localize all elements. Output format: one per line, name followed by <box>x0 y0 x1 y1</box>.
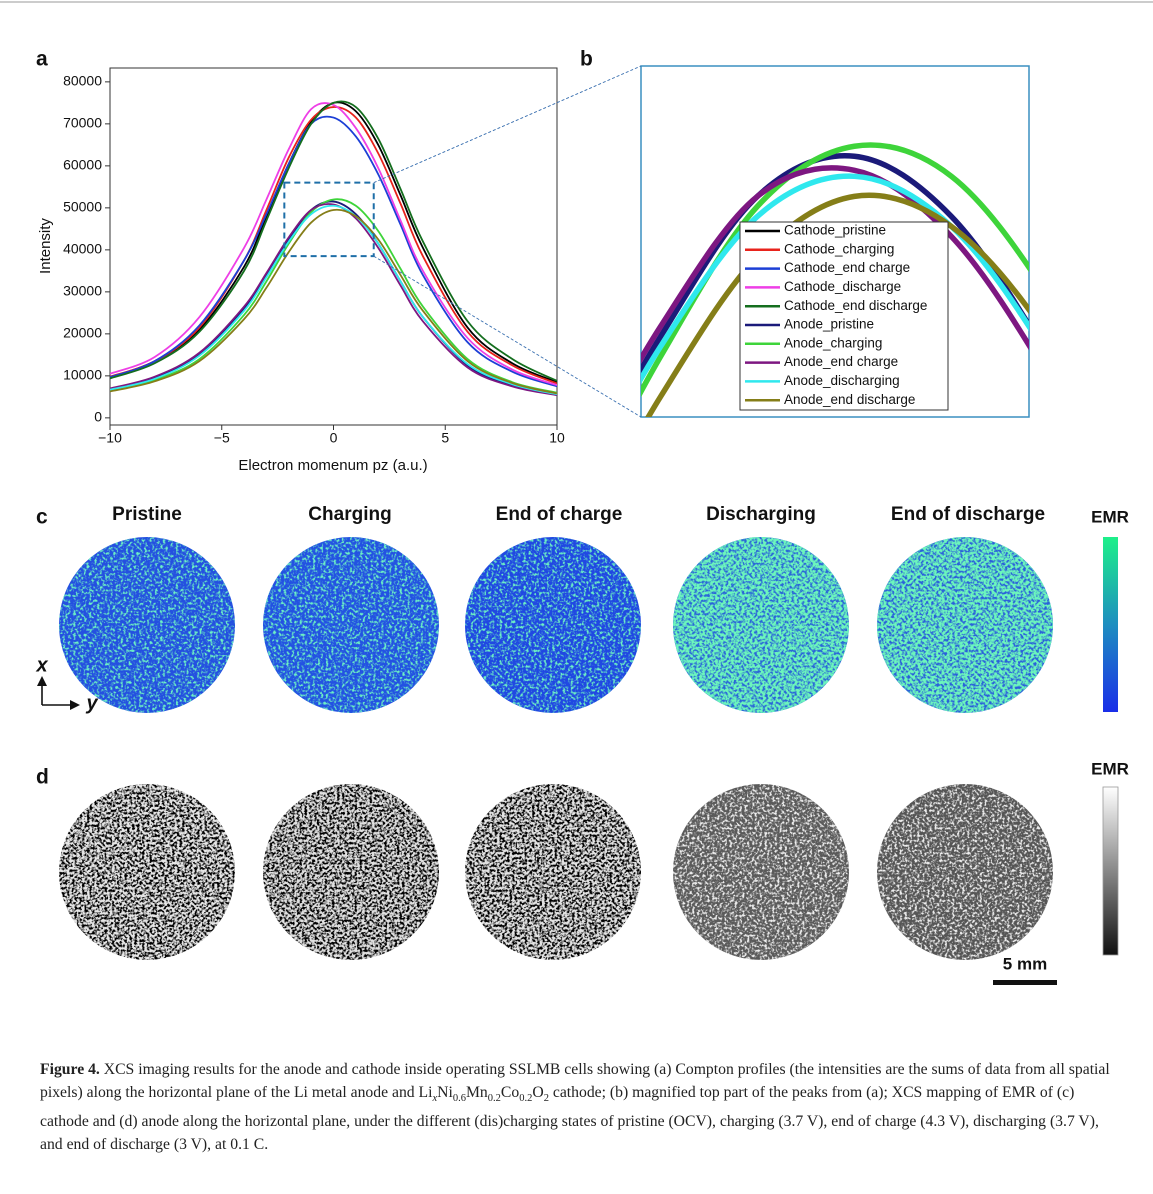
cathode-maps <box>59 537 1053 713</box>
colorbar-label: EMR <box>1091 507 1129 526</box>
x-axis-label: Electron momenum pz (a.u.) <box>238 457 427 474</box>
curve <box>110 102 557 386</box>
legend-label: Cathode_pristine <box>784 223 886 238</box>
curves-a <box>110 100 557 397</box>
map-title: End of discharge <box>891 504 1045 525</box>
y-tick-label: 20000 <box>63 325 102 341</box>
y-axis-label: Intensity <box>37 218 54 274</box>
map-title: Charging <box>308 504 391 525</box>
x-tick-label: −5 <box>214 430 230 446</box>
legend-label: Cathode_charging <box>784 241 894 256</box>
curve <box>110 203 557 397</box>
x-tick-label: 0 <box>330 430 338 446</box>
curve <box>110 100 557 382</box>
colorbar <box>1103 537 1118 712</box>
caption-text: 0.2 <box>487 1093 501 1105</box>
curves-b <box>641 142 1029 417</box>
scale-bar <box>993 980 1057 985</box>
curve-zoom <box>641 165 1029 364</box>
legend-label: Cathode_end charge <box>784 260 910 275</box>
panel-label: c <box>36 506 48 529</box>
caption-text: XCS imaging results for the anode and ca… <box>40 1061 1110 1101</box>
anode-maps <box>59 784 1053 960</box>
map-title: End of charge <box>496 504 623 525</box>
axis-glyph-label: x <box>35 654 48 676</box>
curve-zoom <box>641 153 1029 375</box>
y-tick-label: 60000 <box>63 157 102 173</box>
curve-zoom <box>641 142 1029 398</box>
legend-label: Anode_charging <box>784 335 882 350</box>
caption-text: 2 <box>543 1093 549 1105</box>
legend-label: Anode_discharging <box>784 373 900 388</box>
caption-text: 0.2 <box>519 1093 533 1105</box>
x-tick-label: 10 <box>549 430 565 446</box>
axis-glyph-label: y <box>85 692 98 714</box>
zoom-connector <box>373 65 642 184</box>
x-tick-label: −10 <box>98 430 122 446</box>
caption-text: x <box>432 1093 438 1105</box>
y-tick-label: 40000 <box>63 241 102 257</box>
caption-text: 0.6 <box>452 1093 466 1105</box>
scale-bar-label: 5 mm <box>1003 954 1047 973</box>
caption-label: Figure 4. <box>40 1061 100 1078</box>
legend-label: Cathode_end discharge <box>784 298 927 313</box>
zoom-box <box>283 181 375 258</box>
legend-label: Cathode_discharge <box>784 279 901 294</box>
y-tick-label: 10000 <box>63 367 102 383</box>
figure: a b c d Electron momenum pz (a.u.) Inten… <box>0 1 1153 985</box>
y-tick-label: 70000 <box>63 115 102 131</box>
axes-glyph <box>37 676 80 710</box>
panel-label: b <box>580 48 593 71</box>
caption-text: O <box>532 1084 544 1101</box>
curve <box>110 106 557 385</box>
colorbar <box>1102 786 1119 956</box>
caption: Figure 4. XCS imaging results for the an… <box>40 1058 1120 1156</box>
y-tick-label: 80000 <box>63 73 102 89</box>
zoom-connector <box>373 255 642 418</box>
y-tick-label: 0 <box>94 409 102 425</box>
legend-label: Anode_pristine <box>784 317 874 332</box>
caption-text: Mn <box>465 1084 488 1101</box>
caption-text: Co <box>500 1084 520 1101</box>
y-tick-label: 50000 <box>63 199 102 215</box>
legend-label: Anode_end discharge <box>784 392 915 407</box>
curve <box>110 208 557 395</box>
curve <box>110 115 557 388</box>
map-title: Discharging <box>706 504 816 525</box>
legend-box <box>739 221 949 411</box>
panel-label: a <box>36 48 48 71</box>
map-title: Pristine <box>112 504 182 525</box>
curve <box>110 204 557 396</box>
colorbar-label: EMR <box>1091 759 1129 778</box>
x-tick-label: 5 <box>441 430 449 446</box>
curve-zoom <box>641 173 1029 384</box>
curve <box>110 198 557 394</box>
curve-zoom <box>645 192 1029 417</box>
legend-label: Anode_end charge <box>784 354 898 369</box>
panel-label: d <box>36 766 49 789</box>
caption-text: Ni <box>437 1084 453 1101</box>
y-tick-label: 30000 <box>63 283 102 299</box>
caption-text: cathode; (b) magnified top part of the p… <box>40 1084 1099 1154</box>
